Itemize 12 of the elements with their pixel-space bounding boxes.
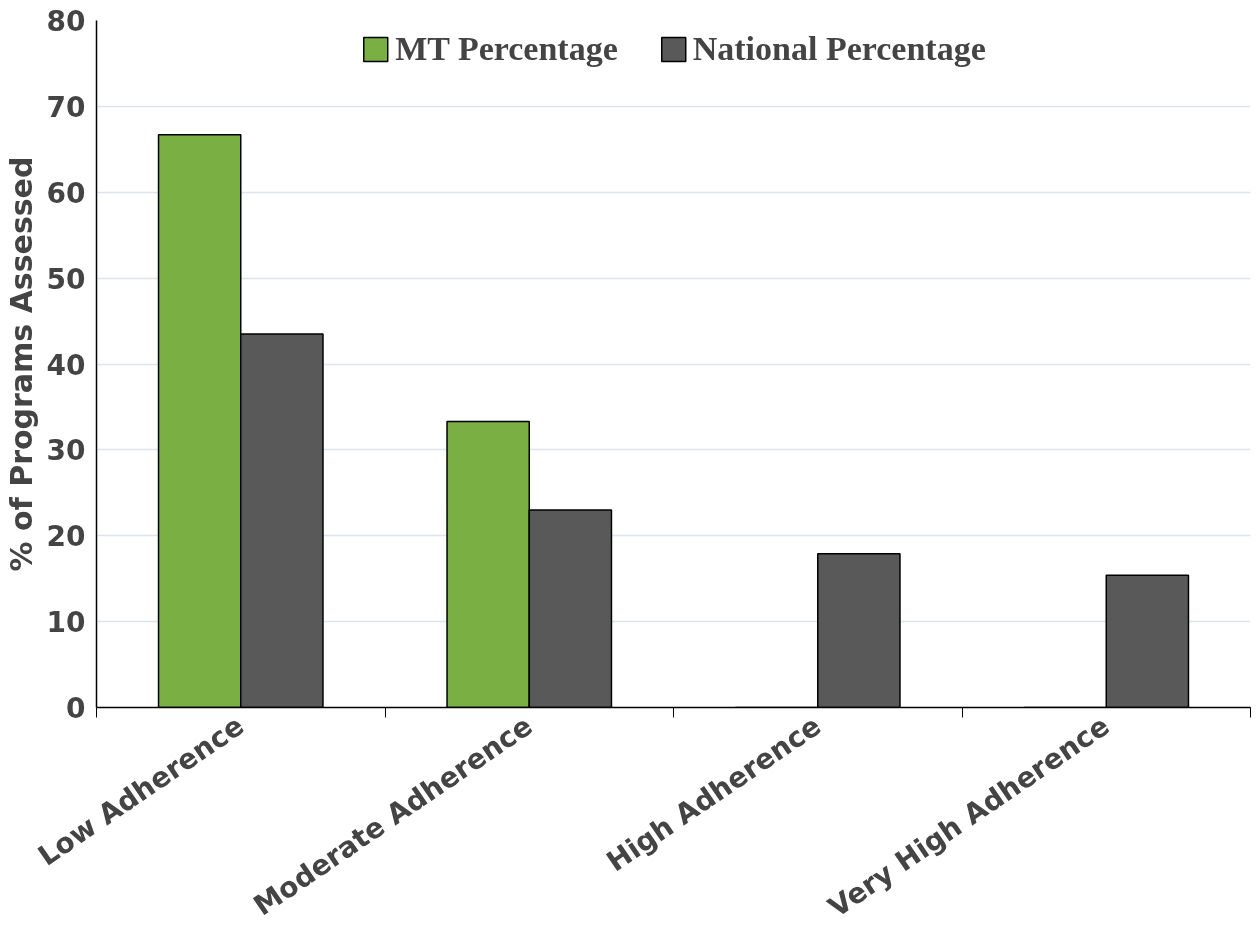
y-tick-label: 40 [46, 348, 86, 382]
legend-label: MT Percentage [395, 30, 618, 68]
y-tick-label: 10 [46, 606, 86, 640]
y-tick-label: 0 [66, 692, 86, 725]
y-tick-label: 20 [46, 520, 86, 554]
y-tick-label: 60 [46, 176, 86, 210]
y-axis-title: % of Programs Assessed [3, 156, 39, 572]
y-tick-label: 80 [46, 5, 86, 38]
y-tick-label: 30 [46, 434, 86, 468]
legend-label: National Percentage [692, 30, 986, 68]
y-tick-label: 70 [46, 90, 86, 124]
y-tick-label: 50 [46, 262, 86, 296]
